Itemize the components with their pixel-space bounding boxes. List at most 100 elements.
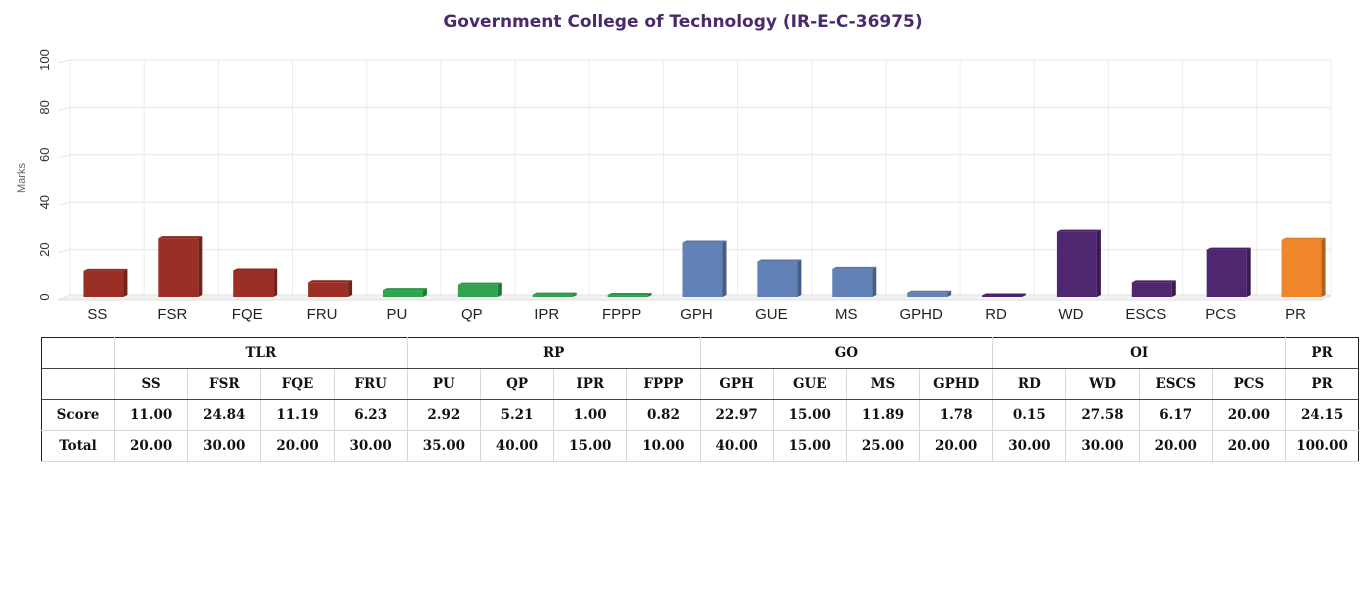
table-cell: 11.89 (845, 399, 921, 431)
table-column-header: GPH (699, 368, 774, 400)
y-axis-label: Marks (16, 163, 28, 193)
y-tick-label: 0 (37, 293, 52, 300)
bar-ipr (532, 292, 577, 297)
table-header-row: SS FSR FQE FRU PU QP IPR FPPP GPH GUE MS GPHD RD WD ES… (41, 368, 1360, 400)
x-tick-label: QP (461, 306, 483, 323)
table-group-header: GO (699, 337, 994, 369)
bar-side (722, 240, 727, 297)
table-cell: 5.21 (479, 399, 555, 431)
table-cell: 20.00 (1211, 399, 1287, 431)
x-tick-label: MS (835, 306, 858, 323)
bar-top (382, 288, 427, 291)
bar-side (647, 293, 652, 297)
gridline-h-depth (57, 154, 71, 159)
table-group-header: RP (406, 337, 701, 369)
table-cell: 20.00 (260, 430, 335, 462)
bar-top (1281, 237, 1326, 240)
table-cell: 30.00 (187, 430, 262, 462)
bar-gphd (907, 290, 952, 297)
x-tick-label: SS (87, 306, 107, 323)
bar-side (1171, 280, 1176, 297)
table-cell: 25.00 (845, 430, 921, 462)
bar-front (757, 261, 798, 297)
table-cell: 6.23 (333, 399, 408, 431)
table-column-header: FRU (333, 368, 408, 400)
table-row: Score 11.00 24.84 11.19 6.23 2.92 5.21 1.00 0.82… (41, 399, 1360, 431)
bar-side (422, 288, 427, 297)
x-tick-label: FSR (157, 306, 187, 323)
y-tick-label: 60 (37, 148, 52, 162)
bar-side (1096, 229, 1101, 297)
bar-top (907, 290, 952, 293)
bar-top (757, 259, 802, 262)
bar-side (1321, 237, 1326, 297)
bar-side (1246, 247, 1251, 297)
bar-pu (382, 288, 427, 297)
table-cell: 100.00 (1284, 430, 1360, 462)
table-column-header: FQE (260, 368, 335, 400)
bar-front (1206, 249, 1247, 297)
bars (83, 229, 1326, 297)
bar-fqe (233, 268, 278, 297)
bar-front (1131, 282, 1172, 297)
x-tick-label: FQE (232, 306, 263, 323)
table-column-header: SS (113, 368, 189, 400)
bar-side (273, 268, 278, 297)
table-column-header: PU (406, 368, 481, 400)
bar-front (682, 242, 723, 297)
bar-side (872, 266, 877, 297)
bar-ms (832, 266, 877, 297)
bar-top (83, 268, 128, 271)
y-tick-label: 100 (37, 49, 52, 71)
x-tick-label: PCS (1205, 306, 1236, 323)
table-cell: 30.00 (333, 430, 408, 462)
table-cell: 1.78 (919, 399, 994, 431)
table-cell: 10.00 (626, 430, 701, 462)
table-cell: 35.00 (406, 430, 481, 462)
bar-side (797, 259, 802, 297)
x-tick-label: GPHD (899, 306, 943, 323)
bar-top (158, 236, 203, 239)
bar-top (682, 240, 727, 243)
bar-top (1131, 280, 1176, 283)
bar-front (607, 295, 648, 297)
table-corner-cell (41, 337, 115, 369)
table-cell: 30.00 (1065, 430, 1140, 462)
bar-fsr (158, 236, 203, 297)
x-tick-label: WD (1058, 306, 1083, 323)
gridline-h-depth (57, 106, 71, 111)
bar-top (308, 280, 353, 283)
bar-front (532, 294, 573, 297)
bar-chart: 0 20 40 60 80 100 SS FSR FQE FRU PU QP IPR FPPP GPH GU… (16, 49, 1332, 323)
table-column-header: PCS (1211, 368, 1287, 400)
bar-top (1206, 247, 1251, 250)
table-cell: 24.84 (187, 399, 262, 431)
y-axis-ticks: 0 20 40 60 80 100 (37, 49, 52, 300)
bar-qp (457, 282, 502, 297)
bar-pcs (1206, 247, 1251, 297)
bar-top (532, 292, 577, 295)
table-group-row: TLR RP GO OI PR (41, 337, 1360, 369)
bar-ss (83, 268, 128, 297)
bar-front (832, 268, 873, 297)
bar-front (158, 238, 199, 297)
bar-front (233, 270, 274, 297)
bar-gue (757, 259, 802, 297)
bar-gph (682, 240, 727, 297)
bar-front (907, 292, 948, 297)
bar-top (607, 293, 652, 296)
bar-front (1056, 231, 1097, 297)
table-row-label: Total (41, 430, 115, 462)
table-cell: 27.58 (1065, 399, 1140, 431)
x-tick-label: RD (985, 306, 1007, 323)
y-tick-label: 40 (37, 195, 52, 209)
table-cell: 24.15 (1284, 399, 1360, 431)
bar-rd (982, 293, 1027, 297)
table-cell: 15.00 (772, 399, 847, 431)
table-group-header: TLR (114, 337, 408, 369)
x-tick-label: GPH (680, 306, 713, 323)
bar-wd (1056, 229, 1101, 297)
table-row: Total 20.00 30.00 20.00 30.00 35.00 40.00 15.00… (41, 430, 1360, 462)
table-cell: 15.00 (772, 430, 847, 462)
table-cell: 20.00 (1211, 430, 1287, 462)
